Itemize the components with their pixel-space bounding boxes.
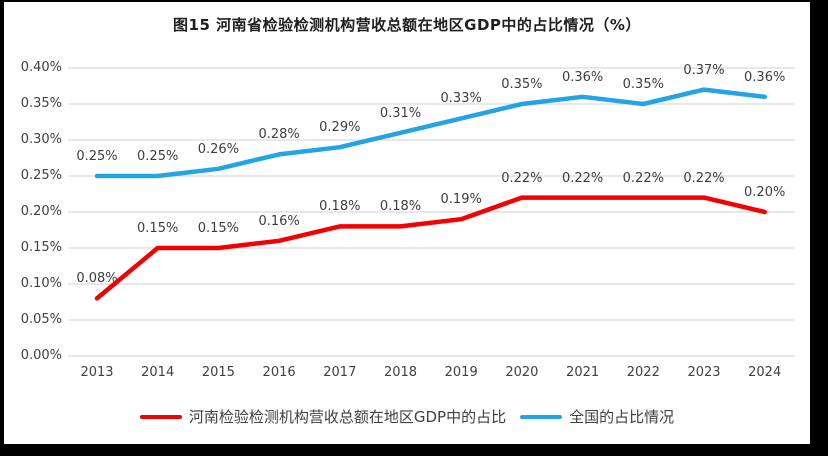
data-label: 0.29% [319,120,361,136]
data-label: 0.28% [258,127,300,143]
legend-label-henan: 河南检验检测机构营收总额在地区GDP中的占比 [188,408,507,426]
data-label: 0.18% [379,199,422,215]
legend: 河南检验检测机构营收总额在地区GDP中的占比 全国的占比情况 [4,406,810,427]
data-label: 0.16% [258,213,300,229]
y-tick-label: 0.20% [20,204,62,219]
data-label: 0.26% [197,141,240,157]
data-label: 0.20% [744,185,786,200]
y-tick-label: 0.35% [20,96,62,111]
data-label: 0.18% [319,199,361,215]
henan-line-swatch-icon [139,414,182,419]
x-tick-label: 2022 [626,365,660,380]
series-line-henan [94,195,767,301]
x-tick-label: 2015 [201,365,235,380]
y-tick-label: 0.25% [20,168,62,183]
data-label: 0.33% [440,91,482,107]
chart-title: 图15 河南省检验检测机构营收总额在地区GDP中的占比情况（%） [173,16,641,34]
data-label: 0.35% [622,77,664,92]
data-label: 0.08% [76,271,118,287]
x-tick-label: 2014 [141,365,175,380]
data-label: 0.36% [561,69,604,85]
data-label: 0.22% [683,170,725,186]
chart-canvas: 图15 河南省检验检测机构营收总额在地区GDP中的占比情况（%） 0.00% 0.… [4,2,810,444]
data-label: 0.35% [501,77,543,92]
data-label: 0.37% [683,62,725,78]
legend-item-national: 全国的占比情况 [520,406,674,427]
legend-item-henan: 河南检验检测机构营收总额在地区GDP中的占比 [139,406,507,427]
data-label: 0.19% [440,192,482,208]
x-tick-label: 2016 [262,365,296,380]
y-tick-label: 0.05% [20,312,62,327]
x-tick-label: 2023 [687,365,721,380]
data-label: 0.22% [501,170,543,186]
national-line-swatch-icon [520,414,563,419]
y-tick-label: 0.10% [20,276,62,291]
y-tick-label: 0.30% [20,132,62,147]
x-tick-label: 2020 [505,365,539,380]
chart-svg [68,67,795,357]
x-tick-label: 2021 [566,365,600,380]
y-tick-label: 0.40% [20,60,62,75]
data-label: 0.22% [622,170,664,186]
x-tick-label: 2019 [444,365,478,380]
x-tick-label: 2024 [748,365,782,380]
legend-label-national: 全国的占比情况 [569,408,675,426]
data-label: 0.22% [561,170,604,186]
data-label: 0.36% [744,69,786,85]
data-label: 0.31% [379,105,422,121]
x-tick-label: 2018 [383,365,418,380]
y-tick-label: 0.00% [20,348,62,363]
data-label: 0.25% [137,149,179,164]
y-tick-label: 0.15% [20,240,62,255]
x-tick-label: 2013 [80,365,114,380]
x-tick-label: 2017 [323,365,357,380]
series-line-national [94,87,767,179]
data-label: 0.15% [197,221,240,236]
data-label: 0.25% [76,149,118,164]
data-label: 0.15% [137,221,179,236]
plot-area: 0.00% 0.05% 0.10% 0.15% 0.20% 0.25% 0.30% 0.35%… [4,2,810,444]
